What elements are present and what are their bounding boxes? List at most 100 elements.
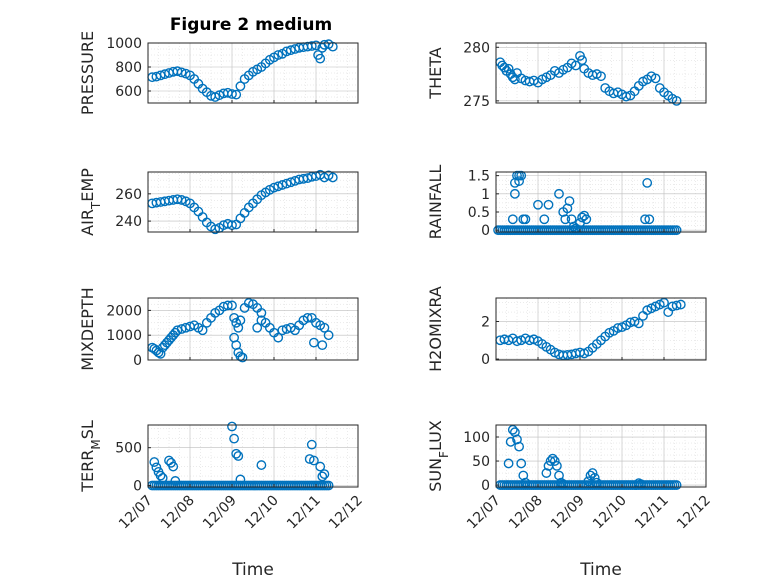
- data-point: [516, 170, 527, 181]
- data-point: [503, 458, 514, 469]
- data-point: [560, 214, 571, 225]
- y-axis-label: AIRTEMP: [78, 168, 103, 236]
- y-tick-label: 500: [115, 441, 142, 457]
- x-axis-label: Time: [231, 560, 274, 580]
- data-point: [327, 41, 338, 52]
- axes-frame: [495, 297, 707, 361]
- data-point: [306, 41, 317, 51]
- data-point: [176, 67, 187, 78]
- data-point: [510, 74, 520, 85]
- data-point: [671, 225, 682, 236]
- y-tick-label: 280: [463, 40, 490, 56]
- data-point: [539, 214, 550, 225]
- data-point: [642, 178, 653, 188]
- data-point: [315, 461, 326, 472]
- data-point: [323, 330, 334, 341]
- data-point: [319, 469, 330, 480]
- data-point: [512, 336, 522, 347]
- data-point: [256, 460, 267, 470]
- y-tick-label: 0: [133, 353, 142, 369]
- y-tick-label: 1: [481, 187, 490, 203]
- data-point: [644, 214, 655, 225]
- data-point: [281, 178, 292, 189]
- y-tick-label: 275: [463, 94, 490, 110]
- data-point: [235, 81, 246, 92]
- data-point: [612, 323, 623, 333]
- data-point: [319, 322, 330, 333]
- data-point: [277, 180, 288, 190]
- data-point: [558, 479, 569, 490]
- data-point: [327, 172, 338, 183]
- data-point: [514, 441, 524, 452]
- axes-frame: [147, 297, 359, 361]
- data-point: [273, 181, 284, 192]
- data-point: [149, 457, 160, 467]
- data-point: [570, 60, 581, 71]
- data-point: [231, 89, 242, 100]
- y-tick-label: 2: [481, 314, 490, 330]
- axes-h2omixra: 0 2 H2OMIXRA: [426, 286, 707, 372]
- data-point: [545, 456, 556, 466]
- data-point: [552, 460, 562, 471]
- y-axis-label: H2OMIXRA: [426, 286, 445, 372]
- data-point: [520, 214, 531, 225]
- data-point: [155, 470, 166, 481]
- y-tick-label: 800: [115, 60, 142, 76]
- data-point: [650, 73, 661, 84]
- x-axis-label: Time: [579, 560, 622, 580]
- data-point: [210, 224, 221, 235]
- y-tick-label: 600: [115, 84, 142, 100]
- y-axis-label: THETA: [426, 47, 445, 99]
- data-point: [235, 474, 246, 485]
- data-point: [151, 462, 162, 473]
- axes-theta: 275 280 THETA: [426, 40, 707, 110]
- y-tick-label: 0: [481, 223, 490, 239]
- y-tick-label: 0: [481, 352, 490, 368]
- data-point: [633, 318, 644, 329]
- data-point: [549, 456, 560, 466]
- data-point: [170, 476, 181, 486]
- data-point: [596, 71, 606, 82]
- y-tick-label: 0.5: [468, 205, 490, 221]
- y-axis-label: RAINFALL: [426, 165, 445, 240]
- data-point: [256, 315, 267, 326]
- data-point: [252, 322, 263, 333]
- data-point: [533, 199, 543, 210]
- data-point: [581, 214, 592, 225]
- data-point: [229, 433, 240, 444]
- data-point: [675, 299, 686, 310]
- data-point: [269, 182, 279, 193]
- data-point: [256, 307, 267, 318]
- axes-rainfall: 0 0.5 1 1.5 RAINFALL: [426, 165, 707, 240]
- data-point: [233, 451, 244, 461]
- data-point: [510, 427, 520, 438]
- data-point: [222, 300, 233, 311]
- y-axis-label: MIXDEPTH: [78, 287, 97, 370]
- data-point: [516, 458, 527, 469]
- data-point: [317, 471, 328, 482]
- data-point: [231, 448, 242, 459]
- axes-frame: [147, 42, 359, 104]
- y-axis-label: TERRMSL: [78, 420, 103, 493]
- data-point: [197, 325, 208, 336]
- data-point: [176, 195, 187, 205]
- data-point: [541, 468, 552, 478]
- axes-mixdepth: 0 1000 2000 MIXDEPTH: [78, 287, 359, 371]
- data-point: [547, 453, 558, 464]
- y-tick-label: 100: [463, 430, 490, 446]
- data-point: [317, 340, 328, 351]
- data-point: [554, 188, 564, 199]
- axes-pressure: 600 800 1000 PRESSURE: [78, 31, 359, 115]
- data-point: [227, 300, 237, 311]
- data-point: [587, 468, 598, 478]
- figure-title: Figure 2 medium: [170, 15, 332, 35]
- data-point: [503, 63, 514, 74]
- y-tick-label: 2000: [106, 303, 142, 319]
- y-tick-label: 50: [472, 454, 490, 470]
- data-point: [507, 214, 518, 225]
- data-point: [621, 91, 632, 102]
- data-point: [285, 177, 296, 188]
